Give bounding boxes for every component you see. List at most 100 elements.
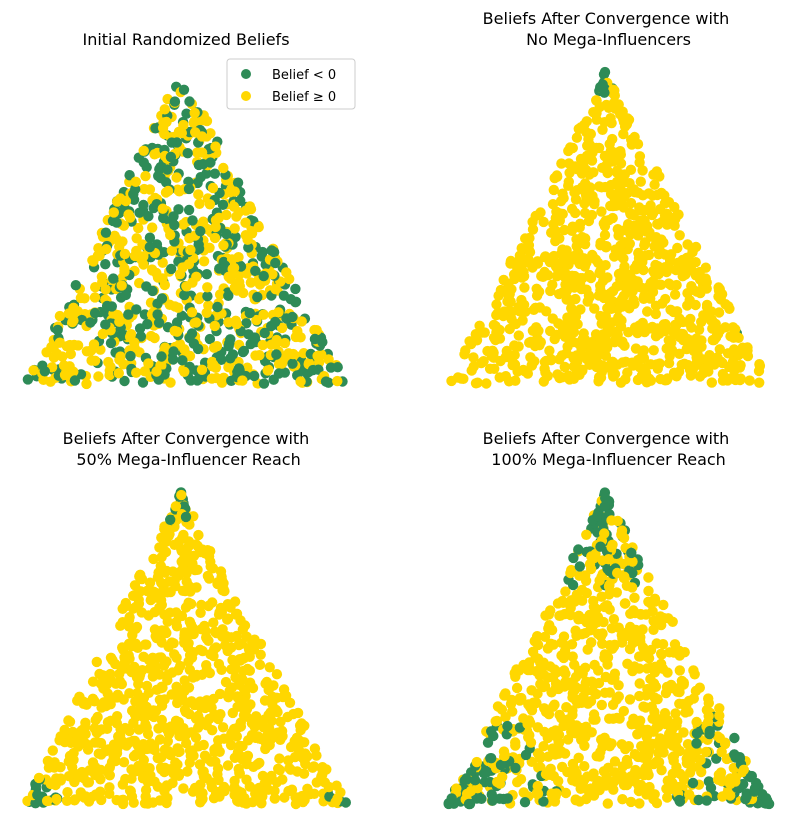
scatter-point xyxy=(138,251,149,262)
scatter-point xyxy=(171,172,182,183)
title-line-2: 50% Mega-Influencer Reach xyxy=(71,450,300,469)
scatter-point xyxy=(706,377,717,388)
scatter-point xyxy=(753,365,765,377)
scatter-point xyxy=(543,751,554,762)
scatter-point xyxy=(148,586,160,598)
scatter-point xyxy=(735,373,746,384)
scatter-point xyxy=(198,256,210,267)
scatter-point xyxy=(559,224,570,236)
scatter-point xyxy=(156,700,168,711)
scatter-point xyxy=(157,721,169,732)
scatter-point xyxy=(72,695,83,706)
scatter-point xyxy=(105,337,117,349)
scatter-point xyxy=(474,320,485,331)
scatter-point xyxy=(633,187,644,198)
scatter-point xyxy=(256,251,267,262)
scatter-point xyxy=(679,647,690,658)
scatter-point xyxy=(251,314,262,326)
scatter-point xyxy=(516,692,527,704)
scatter-point xyxy=(545,325,556,337)
scatter-point xyxy=(577,365,588,376)
scatter-point xyxy=(560,279,571,290)
scatter-point xyxy=(105,715,116,726)
scatter-point xyxy=(96,724,107,735)
scatter-point xyxy=(623,741,634,752)
scatter-point xyxy=(249,370,260,382)
scatter-point xyxy=(663,335,674,346)
scatter-point xyxy=(113,368,125,379)
scatter-point xyxy=(201,307,212,318)
scatter-point xyxy=(239,620,251,631)
scatter-point xyxy=(81,346,93,357)
scatter-point xyxy=(696,341,707,352)
scatter-point xyxy=(132,740,143,751)
scatter-point xyxy=(661,343,672,354)
scatter-point xyxy=(494,778,506,789)
scatter-point xyxy=(589,196,600,207)
scatter-point xyxy=(290,296,302,307)
scatter-point xyxy=(206,373,218,384)
scatter-point xyxy=(538,741,549,752)
scatter-point xyxy=(218,733,230,744)
scatter-point xyxy=(250,788,261,799)
scatter-point xyxy=(208,342,220,353)
scatter-point xyxy=(499,750,510,762)
scatter-point xyxy=(576,283,587,295)
scatter-point xyxy=(547,199,559,210)
scatter-point xyxy=(594,575,605,586)
scatter-point xyxy=(75,292,87,304)
scatter-point xyxy=(307,762,318,773)
scatter-point xyxy=(157,273,168,284)
scatter-point xyxy=(165,377,176,388)
scatter-point xyxy=(153,567,164,578)
scatter-point xyxy=(72,340,84,351)
scatter-point xyxy=(228,201,240,212)
scatter-point xyxy=(596,366,607,378)
scatter-point xyxy=(271,349,282,360)
scatter-point xyxy=(58,360,70,371)
scatter-point xyxy=(551,731,562,742)
scatter-point xyxy=(129,709,141,720)
scatter-point xyxy=(181,738,192,749)
scatter-point xyxy=(618,532,630,544)
scatter-point xyxy=(645,673,656,685)
scatter-point xyxy=(551,170,563,181)
scatter-point xyxy=(330,796,341,808)
legend-frame xyxy=(226,58,356,110)
scatter-point xyxy=(323,354,334,365)
scatter-point xyxy=(570,306,581,317)
scatter-point xyxy=(219,585,230,597)
scatter-point xyxy=(249,639,261,650)
scatter-point xyxy=(167,777,178,789)
scatter-point xyxy=(642,683,653,695)
scatter-point xyxy=(574,258,585,270)
scatter-point xyxy=(154,669,165,680)
scatter-point xyxy=(701,795,712,806)
scatter-point xyxy=(465,785,477,797)
scatter-point xyxy=(128,590,139,601)
scatter-point xyxy=(151,632,162,644)
scatter-point xyxy=(210,215,222,226)
scatter-point xyxy=(624,694,636,705)
scatter-point xyxy=(514,722,526,733)
scatter-point xyxy=(643,572,654,583)
scatter-point xyxy=(660,262,671,273)
scatter-point xyxy=(115,351,126,362)
scatter-point xyxy=(587,249,598,261)
scatter-point xyxy=(691,738,702,749)
scatter-point xyxy=(638,782,650,793)
scatter-point xyxy=(117,794,129,805)
scatter-point xyxy=(139,366,150,377)
scatter-point xyxy=(717,368,729,380)
scatter-point xyxy=(584,292,595,303)
scatter-point xyxy=(542,732,553,744)
scatter-point xyxy=(649,706,660,718)
scatter-point xyxy=(126,666,137,678)
scatter-point xyxy=(652,694,663,705)
scatter-point xyxy=(184,96,195,107)
scatter-point xyxy=(530,652,541,663)
scatter-point xyxy=(625,608,636,619)
scatter-point xyxy=(294,720,306,731)
scatter-point xyxy=(204,242,215,253)
scatter-point xyxy=(629,776,641,787)
